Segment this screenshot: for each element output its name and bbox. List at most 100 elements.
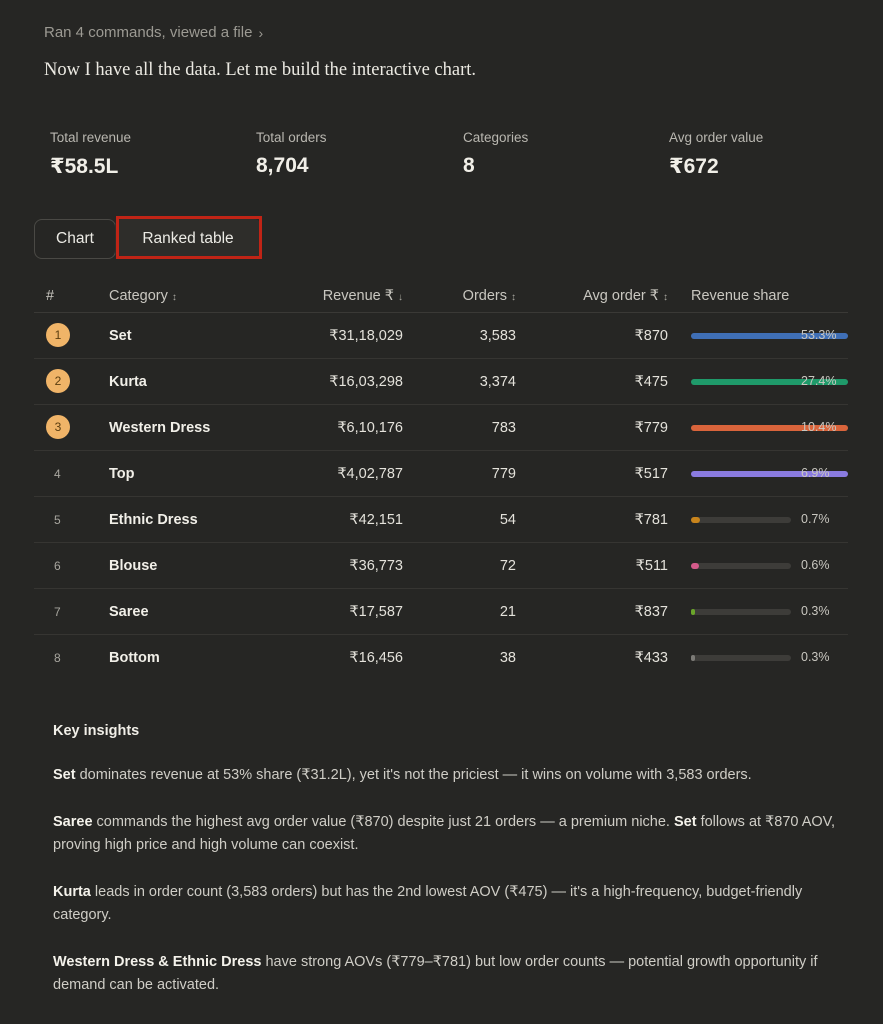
activity-text: Ran 4 commands, viewed a file <box>44 24 253 41</box>
cell-revenue: ₹31,18,029 <box>329 328 403 344</box>
stat-value: 8 <box>463 154 475 177</box>
table-body: 1 Set ₹31,18,029 3,583 ₹870 53.3% 2 Kurta ₹16,03… <box>34 313 848 681</box>
share-percent: 6.9% <box>801 466 830 480</box>
header-revenue[interactable]: Revenue ₹ ↓ <box>323 288 403 304</box>
insight-bold: Western Dress & Ethnic Dress <box>53 954 262 970</box>
chevron-right-icon: › <box>258 24 264 41</box>
activity-summary[interactable]: Ran 4 commands, viewed a file › <box>44 24 263 41</box>
share-bar-fill <box>691 655 695 661</box>
header-revenue-label: Revenue ₹ <box>322 288 394 304</box>
table-row[interactable]: 1 Set ₹31,18,029 3,583 ₹870 53.3% <box>34 313 848 359</box>
stat-label: Categories <box>463 130 529 145</box>
cell-category: Top <box>109 466 135 482</box>
insight-item: Western Dress & Ethnic Dress have strong… <box>53 951 843 997</box>
share-percent: 0.7% <box>801 512 830 526</box>
cell-revenue: ₹36,773 <box>349 558 403 574</box>
rank-medal-badge: 1 <box>46 323 70 347</box>
stat-total-orders: Total orders 8,704 <box>256 130 327 178</box>
cell-orders: 3,583 <box>479 328 516 344</box>
share-bar-fill <box>691 609 695 615</box>
cell-avg-order: ₹837 <box>634 604 668 620</box>
header-category[interactable]: Category ↕ <box>109 288 177 304</box>
table-row[interactable]: 5 Ethnic Dress ₹42,151 54 ₹781 0.7% <box>34 497 848 543</box>
cell-orders: 38 <box>499 650 516 666</box>
cell-avg-order: ₹475 <box>634 374 668 390</box>
share-bar-fill <box>691 333 848 339</box>
cell-orders: 72 <box>499 558 516 574</box>
cell-orders: 783 <box>491 420 516 436</box>
insight-text: have strong AOVs (₹779–₹781) but low ord… <box>53 954 818 993</box>
table-row[interactable]: 4 Top ₹4,02,787 779 ₹517 6.9% <box>34 451 848 497</box>
insight-bold: Set <box>673 814 697 830</box>
cell-orders: 3,374 <box>479 374 516 390</box>
stat-value: ₹672 <box>669 155 719 178</box>
share-bar-track <box>691 425 848 431</box>
cell-revenue: ₹16,03,298 <box>329 374 403 390</box>
stats-summary: Total revenue ₹58.5L Total orders 8,704 … <box>50 130 850 190</box>
insight-bold: Kurta <box>53 884 91 900</box>
cell-category: Saree <box>109 604 149 620</box>
share-percent: 27.4% <box>801 374 837 388</box>
header-orders[interactable]: Orders ↕ <box>463 288 516 304</box>
insight-item: Set dominates revenue at 53% share (₹31.… <box>53 764 843 787</box>
cell-avg-order: ₹779 <box>634 420 668 436</box>
rank-number: 6 <box>54 559 61 573</box>
share-bar-fill <box>691 471 848 477</box>
insight-text: leads in order count (3,583 orders) but … <box>53 884 803 923</box>
table-row[interactable]: 8 Bottom ₹16,456 38 ₹433 0.3% <box>34 635 848 681</box>
cell-revenue: ₹16,456 <box>349 650 403 666</box>
share-bar-track <box>691 517 791 523</box>
insight-item: Kurta leads in order count (3,583 orders… <box>53 881 843 927</box>
insight-text: commands the highest avg order value (₹8… <box>92 814 674 830</box>
share-bar-track <box>691 333 848 339</box>
table-row[interactable]: 2 Kurta ₹16,03,298 3,374 ₹475 27.4% <box>34 359 848 405</box>
tab-chart[interactable]: Chart <box>34 219 116 259</box>
table-row[interactable]: 6 Blouse ₹36,773 72 ₹511 0.6% <box>34 543 848 589</box>
table-row[interactable]: 7 Saree ₹17,587 21 ₹837 0.3% <box>34 589 848 635</box>
sort-icon: ↕ <box>663 292 668 303</box>
share-bar-fill <box>691 517 700 523</box>
share-percent: 0.3% <box>801 604 830 618</box>
sort-icon: ↕ <box>511 292 516 303</box>
table-header: # Category ↕ Revenue ₹ ↓ Orders ↕ Avg order… <box>34 282 848 313</box>
header-orders-label: Orders <box>462 288 507 304</box>
rank-medal-badge: 2 <box>46 369 70 393</box>
stat-value: ₹58.5L <box>50 155 119 178</box>
cell-avg-order: ₹517 <box>634 466 668 482</box>
header-category-label: Category <box>109 288 168 304</box>
stat-label: Avg order value <box>669 130 764 145</box>
stat-label: Total orders <box>256 130 327 145</box>
stat-value: 8,704 <box>256 154 309 177</box>
share-bar-fill <box>691 425 848 431</box>
cell-category: Kurta <box>109 374 147 390</box>
stat-total-revenue: Total revenue ₹58.5L <box>50 130 131 179</box>
cell-category: Western Dress <box>109 420 211 436</box>
cell-category: Ethnic Dress <box>109 512 198 528</box>
share-bar-track <box>691 563 791 569</box>
cell-category: Set <box>109 328 132 344</box>
rank-number: 4 <box>54 467 61 481</box>
share-bar-track <box>691 609 791 615</box>
table-row[interactable]: 3 Western Dress ₹6,10,176 783 ₹779 10.4% <box>34 405 848 451</box>
insight-text: follows at ₹870 AOV, proving high price … <box>53 814 836 853</box>
ranked-table: # Category ↕ Revenue ₹ ↓ Orders ↕ Avg order… <box>34 282 848 681</box>
cell-category: Bottom <box>109 650 160 666</box>
insights-title: Key insights <box>53 723 140 739</box>
tab-ranked-table[interactable]: Ranked table <box>115 219 261 259</box>
assistant-message: Now I have all the data. Let me build th… <box>44 60 477 80</box>
header-rank: # <box>46 288 55 304</box>
cell-avg-order: ₹433 <box>634 650 668 666</box>
stat-categories: Categories 8 <box>463 130 528 178</box>
header-avg-order[interactable]: Avg order ₹ ↕ <box>583 288 668 304</box>
sort-desc-icon: ↓ <box>398 292 403 303</box>
cell-revenue: ₹6,10,176 <box>337 420 403 436</box>
rank-medal-badge: 3 <box>46 415 70 439</box>
share-bar-fill <box>691 379 848 385</box>
cell-revenue: ₹4,02,787 <box>337 466 403 482</box>
header-revenue-share: Revenue share <box>691 288 790 304</box>
insight-text: dominates revenue at 53% share (₹31.2L),… <box>75 767 752 783</box>
insight-bold: Set <box>53 767 76 783</box>
insight-item: Saree commands the highest avg order val… <box>53 811 843 857</box>
rank-number: 8 <box>54 651 61 665</box>
share-percent: 53.3% <box>801 328 837 342</box>
